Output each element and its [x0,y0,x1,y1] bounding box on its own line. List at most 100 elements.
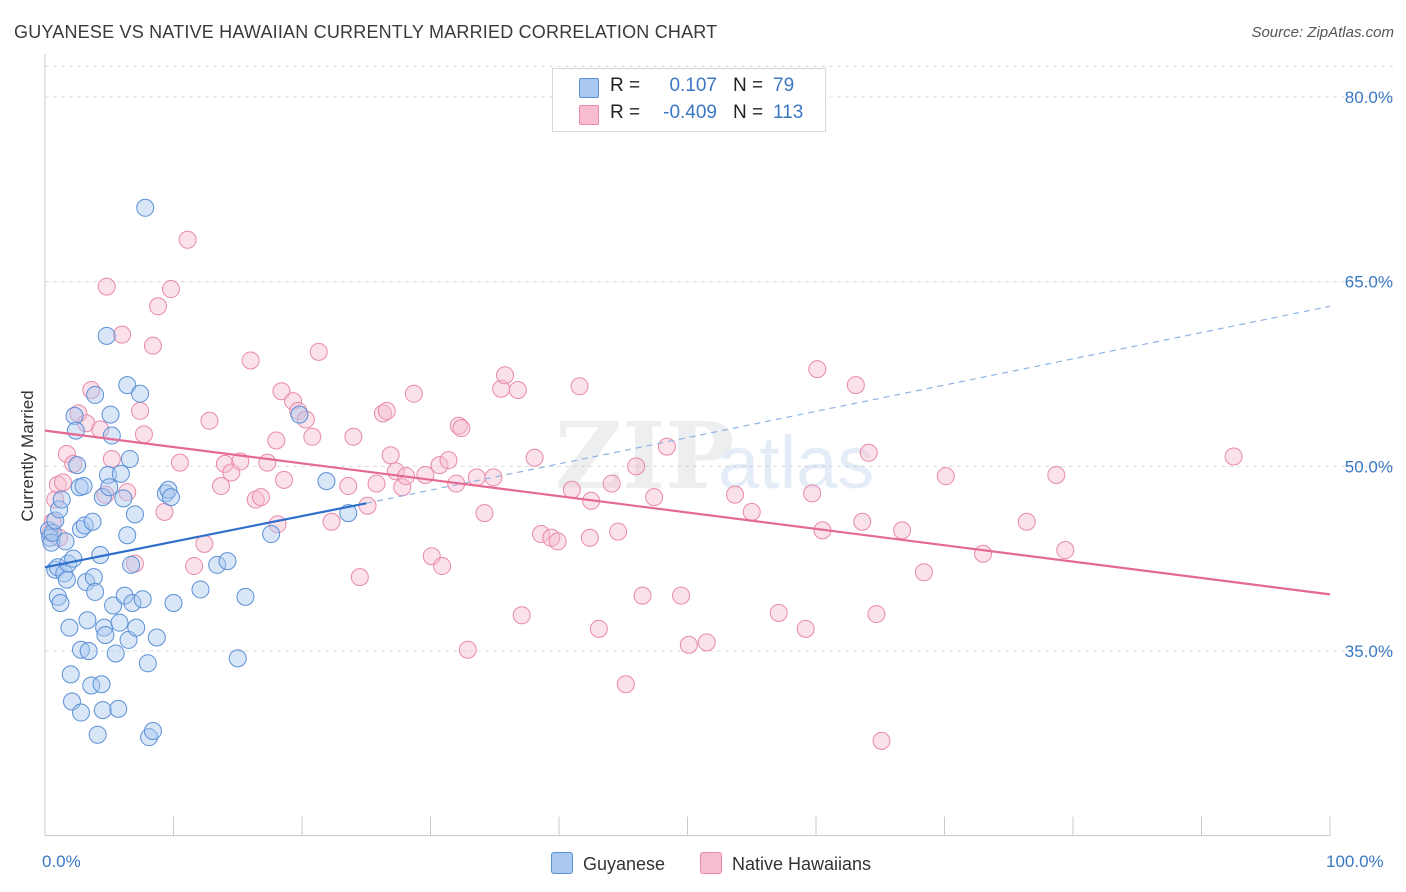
guyanese-point [68,456,87,475]
hawaiian-point [458,640,477,659]
hawaiian-point [113,325,132,344]
hawaiian-point [893,521,912,540]
guyanese-point [60,618,79,637]
hawaiian-point [258,453,277,472]
guyanese-point [93,488,112,507]
hawaiian-point [627,457,646,476]
hawaiian-point [726,485,745,504]
hawaiian-point [449,416,468,435]
guyanese-point [290,405,309,424]
hawaiian-point [570,377,589,396]
legend-item-guyanese: Guyanese [551,852,665,875]
guyanese-point [64,549,83,568]
r-value: -0.409 [663,102,717,123]
guyanese-point [123,593,142,612]
guyanese-point [218,552,237,571]
watermark: ZIP atlas [555,402,874,510]
guyanese-point [161,488,180,507]
hawaiian-point [309,342,328,361]
hawaiian-point [170,453,189,472]
guyanese-point [143,722,162,741]
legend-label-guyanese: Guyanese [583,854,666,874]
hawaiian-point [344,427,363,446]
n-label: N = [733,102,764,123]
hawaiian-point [580,528,599,547]
hawaiian-point [200,411,219,430]
hawaiian-point [178,230,197,249]
guyanese-point [317,472,336,491]
guyanese-point [118,376,137,395]
hawaiian-point [867,605,886,624]
guyanese-point [101,405,120,424]
hawaiian-point [358,496,377,515]
hawaiian-point [339,477,358,496]
guyanese-point [125,505,144,524]
y-tick-label: 80.0% [1345,88,1393,107]
hawaiian-point [251,488,270,507]
guyanese-point [97,326,116,345]
guyanese-point [86,582,105,601]
guyanese-point [52,490,71,509]
guyanese-point [102,426,121,445]
hawaiian-point [872,731,891,750]
guyanese-trend-line [44,502,367,569]
hawaiian-point [532,525,551,544]
guyanese-point [104,596,123,615]
guyanese-point [88,725,107,744]
guyanese-point [262,525,281,544]
hawaiian-point [46,490,65,509]
guyanese-point [71,703,90,722]
hawaiian-point [508,381,527,400]
hawaiian-point [185,557,204,576]
hawaiian-point [433,557,452,576]
guyanese-point [228,649,247,668]
hawaiian-point [697,633,716,652]
hawaiian-point [496,366,515,385]
hawaiian-point [57,445,76,464]
guyanese-point [136,198,155,217]
hawaiian-point [102,449,121,468]
hawaiian-point [808,360,827,379]
n-value: 113 [773,102,804,123]
hawaiian-point [1056,541,1075,560]
guyanese-point [71,640,90,659]
hawaiian-point [602,474,621,493]
watermark-atlas: atlas [718,421,874,504]
hawaiian-point [633,586,652,605]
guyanese-point [66,421,85,440]
guyanese-point [74,477,93,496]
hawaiian-point [914,563,933,582]
hawaiian-point [53,473,72,492]
r-value: 0.107 [669,75,717,96]
hawaiian-point [974,544,993,563]
hawaiian-point [1017,512,1036,531]
guyanese-point [131,384,150,403]
stats-row-hawaiian: R = -0.409 N = 113 [553,101,825,127]
guyanese-swatch [579,78,599,98]
guyanese-point [78,611,97,630]
guyanese-point [114,489,133,508]
hawaiian-point [936,467,955,486]
y-tick-labels: 35.0% 50.0% 65.0% 80.0% [1345,88,1393,661]
guyanese-point [118,526,137,545]
hawaiian-point [377,401,396,420]
guyanese-point [159,480,178,499]
hawaiian-point [131,401,150,420]
hawaiian-point [241,351,260,370]
hawaiian-point [48,475,67,494]
hawaiian-point [796,619,815,638]
guyanese-point [61,665,80,684]
guyanese-point [208,555,227,574]
guyanese-point [56,532,75,551]
trend-lines [44,305,1331,596]
guyanese-point [51,593,70,612]
r-label: R = [610,75,641,96]
hawaiian-point [149,297,168,316]
guyanese-point [86,385,105,404]
n-label: N = [733,75,764,96]
hawaiian-point [484,468,503,487]
guyanese-point [100,478,119,497]
source-label: Source: ZipAtlas.com [1251,24,1394,41]
guyanese-point [115,586,134,605]
